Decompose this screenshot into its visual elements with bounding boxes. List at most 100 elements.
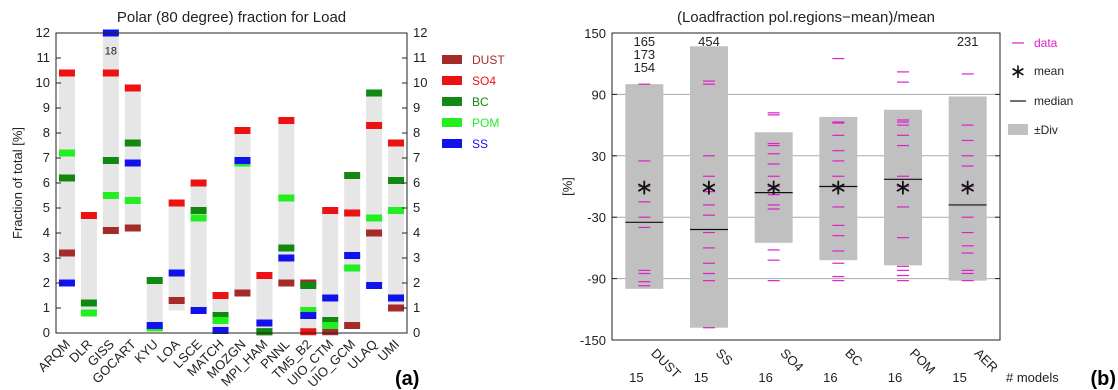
mark-so4-mozgn	[234, 127, 251, 134]
mark-so4-uio_gcm	[344, 209, 361, 217]
ytick-label-left-10: 10	[36, 75, 50, 90]
mean-aer: ∗	[958, 176, 976, 201]
n-models-dust: 15	[629, 370, 643, 385]
ytick-label-right-5: 5	[413, 200, 420, 215]
mark-ss-loa	[168, 269, 185, 277]
b-xtick-label-ss: SS	[713, 346, 736, 369]
mark-pom-umi	[388, 207, 405, 214]
mark-so4-giss	[102, 69, 119, 77]
range-bar-mpi_ham	[256, 275, 273, 331]
ytick-label-left-4: 4	[43, 225, 50, 240]
mean-so4: ∗	[764, 176, 782, 201]
legend-swatch-bc	[442, 97, 462, 106]
ytick-label-left-11: 11	[37, 50, 51, 65]
mark-so4-umi	[388, 139, 405, 147]
models-label: # models	[1006, 370, 1059, 385]
ytick-label-left-2: 2	[43, 275, 50, 290]
b-xtick-label-so4: SO4	[778, 346, 807, 375]
mark-ss-kyu	[146, 322, 163, 329]
ytick-label-right-4: 4	[413, 225, 420, 240]
ytick-label-left-12: 12	[36, 25, 50, 40]
mark-bc-dlr	[80, 299, 97, 307]
ytick-label-right-8: 8	[413, 125, 420, 140]
mark-so4-dlr	[80, 212, 97, 219]
mark-so4-ulaq	[366, 122, 383, 129]
b-ytick-label-30: 30	[592, 149, 606, 164]
mark-pom-lsce	[190, 214, 207, 222]
chart-b-ylabel: [%]	[560, 177, 575, 196]
mark-ss-tm5_b2	[300, 312, 317, 319]
b-ytick-label-150: 150	[584, 26, 606, 41]
mark-ss-uio_gcm	[344, 252, 361, 259]
n-models-ss: 15	[694, 370, 708, 385]
mark-ss-match	[212, 327, 229, 334]
chart-b-frame	[611, 32, 1001, 341]
b-xtick-label-aer: AER	[972, 346, 1002, 376]
mark-pom-uio_gcm	[344, 264, 361, 272]
mark-dust-pnnl	[278, 279, 295, 287]
ytick-label-right-7: 7	[413, 150, 420, 165]
mean-pom: ∗	[894, 176, 912, 201]
outlier-label-dust-2: 154	[633, 60, 655, 75]
div-box-so4	[754, 132, 793, 243]
range-bar-pnnl	[278, 120, 295, 283]
ytick-label-right-10: 10	[413, 75, 427, 90]
range-bar-gocart	[124, 88, 141, 228]
ytick-label-right-3: 3	[413, 250, 420, 265]
ytick-label-right-9: 9	[413, 100, 420, 115]
mark-dust-mozgn	[234, 289, 251, 297]
range-bar-dlr	[80, 215, 97, 313]
outlier-label-dust-1: 173	[633, 47, 655, 62]
mark-dust-uio_gcm	[344, 322, 361, 329]
b-ytick-label--30: -30	[587, 210, 606, 225]
ytick-label-left-8: 8	[43, 125, 50, 140]
mean-ss: ∗	[700, 176, 718, 201]
range-bar-kyu	[146, 280, 163, 328]
mark-so4-match	[212, 292, 229, 299]
mark-so4-loa	[168, 199, 185, 207]
range-bar-loa	[168, 203, 185, 311]
mark-ss-pnnl	[278, 254, 295, 262]
legend-swatch-pom	[442, 118, 462, 127]
mark-bc-giss	[102, 157, 119, 164]
mark-ss-arqm	[58, 279, 75, 287]
ytick-label-left-9: 9	[43, 100, 50, 115]
panel-label-a: (a)	[395, 368, 419, 390]
mark-bc-umi	[388, 177, 405, 184]
div-box-bc	[819, 116, 858, 261]
ytick-label-right-0: 0	[413, 325, 420, 340]
outlier-label-aer-0: 231	[957, 34, 979, 49]
ytick-label-left-6: 6	[43, 175, 50, 190]
mark-so4-lsce	[190, 179, 207, 187]
n-models-so4: 16	[758, 370, 772, 385]
legend-swatch-dust	[442, 55, 462, 64]
mark-pom-uio_ctm	[322, 322, 339, 329]
legend-swatch-ss	[442, 139, 462, 148]
mark-dust-loa	[168, 297, 185, 304]
ytick-label-right-11: 11	[413, 50, 427, 65]
ytick-label-left-0: 0	[43, 325, 50, 340]
mark-so4-gocart	[124, 84, 141, 92]
mark-dust-umi	[388, 304, 405, 312]
mark-ss-mpi_ham	[256, 319, 273, 327]
chart-a-ylabel: Fraction of total [%]	[10, 127, 25, 239]
ytick-label-right-2: 2	[413, 275, 420, 290]
mark-bc-gocart	[124, 139, 141, 147]
xtick-label-umi: UMI	[375, 337, 402, 364]
ytick-label-left-7: 7	[43, 150, 50, 165]
ytick-label-left-3: 3	[43, 250, 50, 265]
mark-pom-giss	[102, 192, 119, 199]
mark-so4-uio_ctm	[322, 207, 339, 214]
mark-pom-tm5_b2	[300, 307, 317, 314]
legend-div-label: ±Div	[1034, 123, 1058, 137]
mark-dust-ulaq	[366, 229, 383, 237]
ytick-label-right-6: 6	[413, 175, 420, 190]
mark-so4-tm5_b2	[300, 328, 317, 336]
legend-label-bc: BC	[472, 95, 489, 109]
ytick-label-left-1: 1	[43, 300, 50, 315]
mark-bc-pnnl	[278, 244, 295, 252]
b-ytick-label--150: -150	[580, 333, 606, 348]
n-models-aer: 15	[952, 370, 966, 385]
range-bar-uio_ctm	[322, 210, 339, 326]
mark-so4-pnnl	[278, 117, 295, 124]
